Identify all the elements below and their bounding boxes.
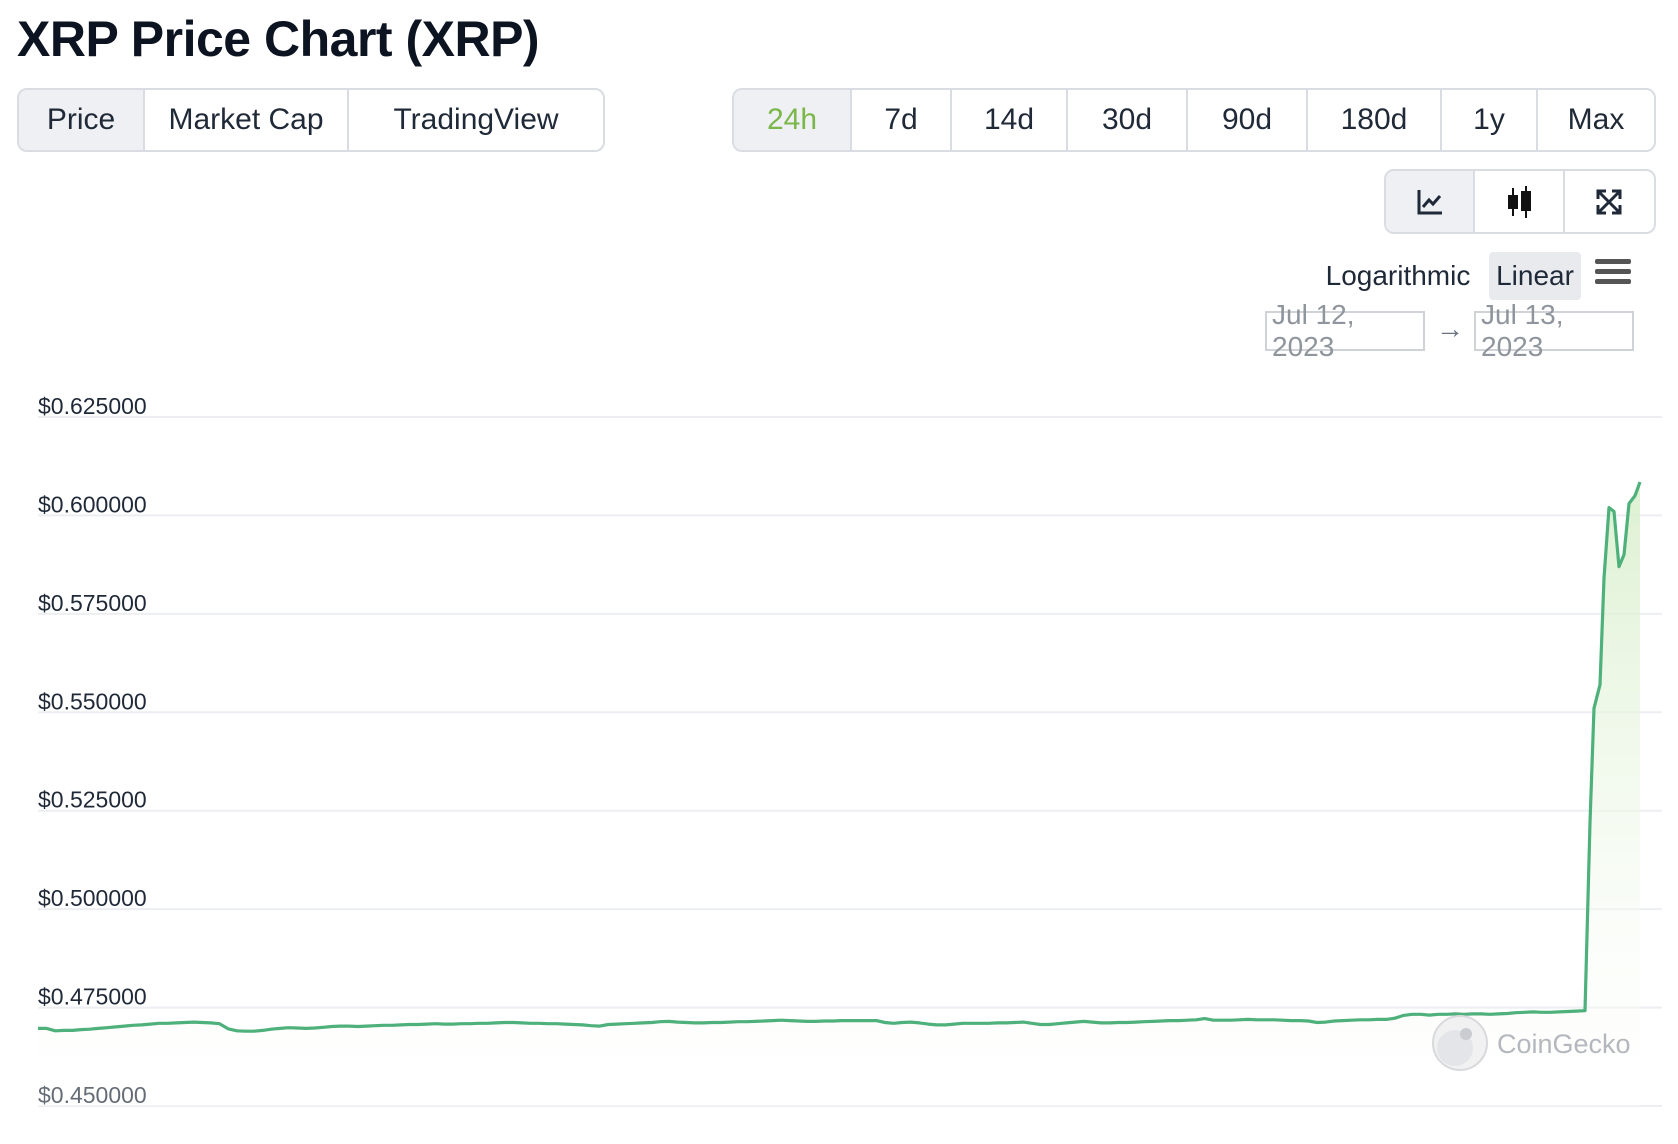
price-chart[interactable]: $0.625000 $0.600000 $0.575000 $0.550000 $0.5… <box>0 380 1678 1120</box>
range-180d[interactable]: 180d <box>1308 90 1442 150</box>
line-chart-button[interactable] <box>1386 171 1476 232</box>
y-tick-label: $0.550000 <box>38 688 147 714</box>
y-tick-label: $0.575000 <box>38 590 147 616</box>
range-7d[interactable]: 7d <box>852 90 952 150</box>
time-range-selector: 24h 7d 14d 30d 90d 180d 1y Max <box>732 88 1656 152</box>
range-30d[interactable]: 30d <box>1068 90 1188 150</box>
range-max[interactable]: Max <box>1567 103 1625 136</box>
price-area-fill <box>38 482 1640 1106</box>
coingecko-watermark: CoinGecko <box>1432 1015 1631 1071</box>
page-title: XRP Price Chart (XRP) <box>17 11 540 67</box>
date-from-input[interactable]: Jul 12, 2023 <box>1265 299 1425 362</box>
range-1y[interactable]: 1y <box>1442 90 1538 150</box>
date-range-arrow: → <box>1436 313 1464 344</box>
y-tick-label: $0.600000 <box>38 491 147 517</box>
fullscreen-button[interactable] <box>1565 171 1654 232</box>
y-tick-label: $0.525000 <box>38 787 147 813</box>
coingecko-logo-icon <box>1432 1015 1488 1071</box>
date-to-input[interactable]: Jul 13, 2023 <box>1474 299 1634 362</box>
hamburger-menu-icon <box>1595 259 1631 284</box>
range-90d[interactable]: 90d <box>1188 90 1308 150</box>
chart-menu-button[interactable] <box>1592 255 1634 297</box>
y-tick-label: $0.475000 <box>38 984 147 1010</box>
linear-scale-button[interactable]: Linear <box>1489 252 1581 300</box>
candlestick-chart-icon <box>1508 185 1532 218</box>
line-chart-icon <box>1417 189 1442 214</box>
tab-price[interactable]: Price <box>19 90 145 150</box>
chart-tabs: Price Market Cap TradingView <box>17 88 605 152</box>
coingecko-watermark-text: CoinGecko <box>1497 1029 1631 1059</box>
range-24h[interactable]: 24h <box>734 90 852 150</box>
logarithmic-scale-button[interactable]: Logarithmic <box>1325 260 1471 291</box>
price-line[interactable] <box>38 481 1642 1033</box>
tab-tradingview[interactable]: TradingView <box>393 103 559 136</box>
grid-lines <box>38 416 1662 1107</box>
y-tick-label: $0.625000 <box>38 393 147 419</box>
fullscreen-icon <box>1596 189 1622 214</box>
tab-market-cap[interactable]: Market Cap <box>145 90 349 150</box>
y-tick-label: $0.500000 <box>38 885 147 911</box>
candlestick-chart-button[interactable] <box>1475 171 1565 232</box>
y-axis-labels: $0.625000 $0.600000 $0.575000 $0.550000 $0.5… <box>38 393 147 1108</box>
chart-type-selector <box>1384 169 1656 234</box>
range-14d[interactable]: 14d <box>952 90 1068 150</box>
